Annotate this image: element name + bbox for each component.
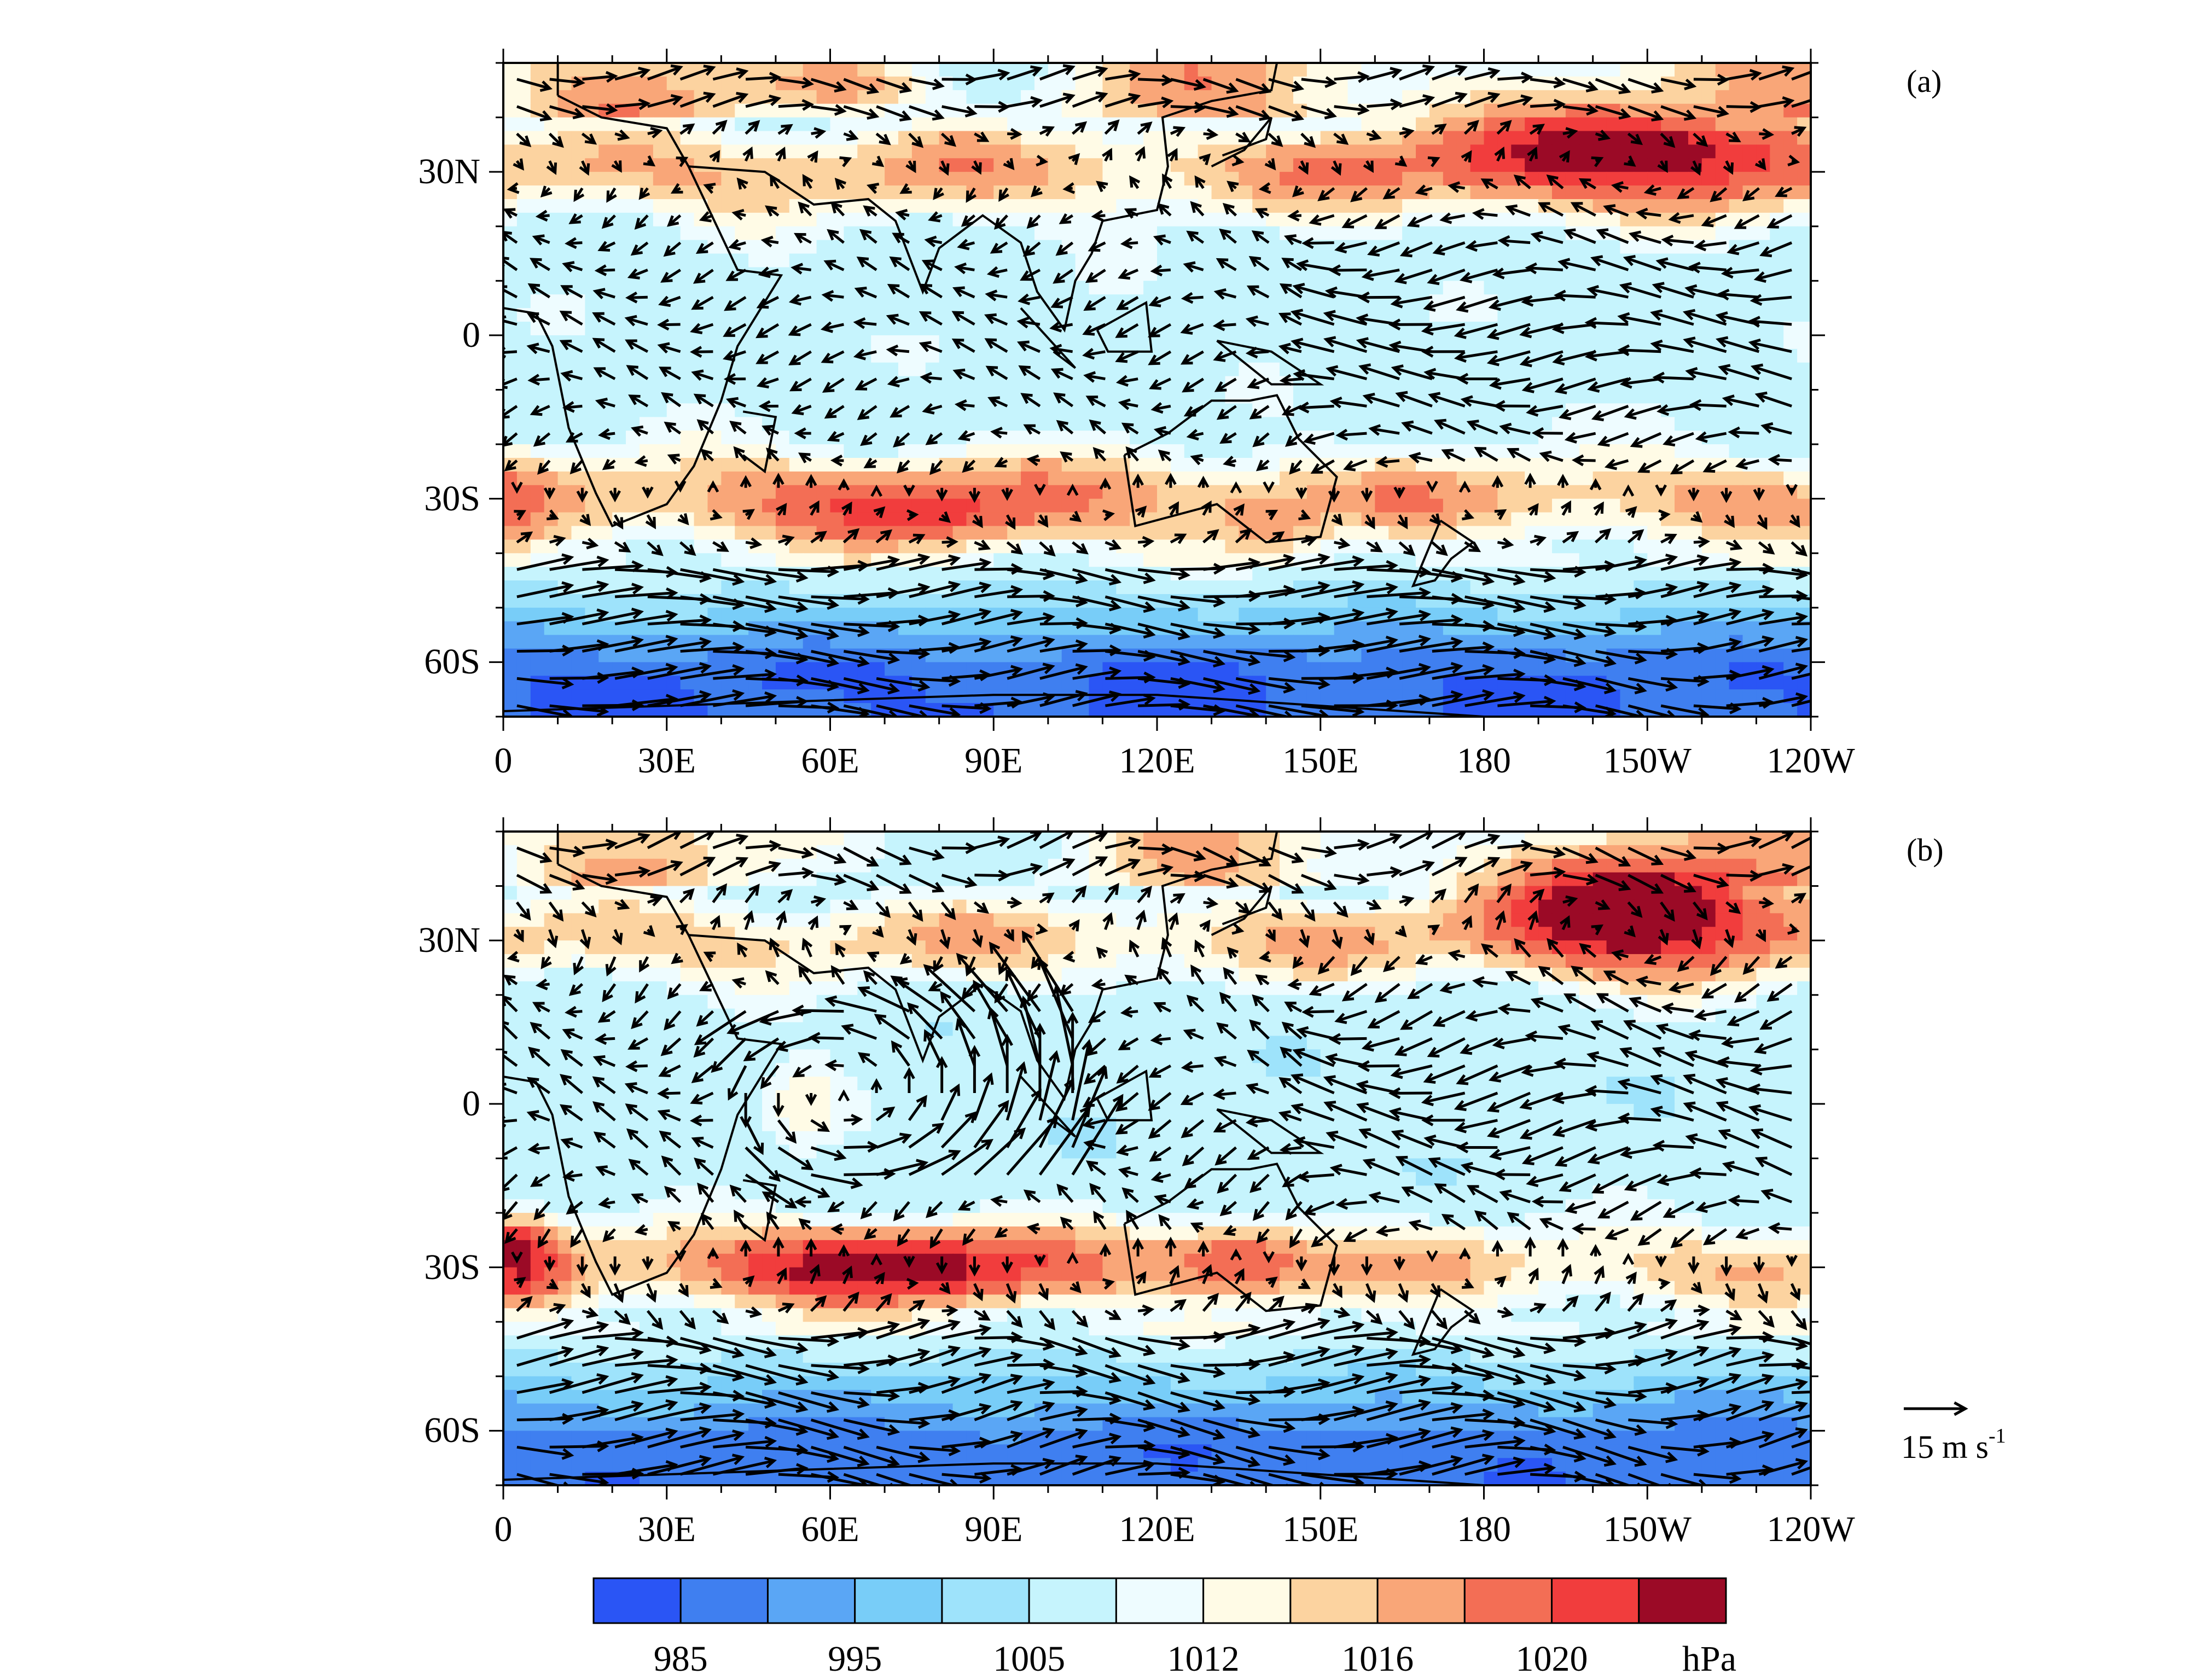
colorbar-box (594, 1578, 681, 1623)
colorbar-box (1639, 1578, 1726, 1623)
colorbar-box (942, 1578, 1029, 1623)
map-panel-b (489, 817, 1840, 1499)
x-tick-label: 120E (1119, 1512, 1195, 1548)
y-tick-label: 60S (424, 644, 480, 680)
y-tick-label: 0 (462, 1086, 480, 1122)
colorbar-box (1204, 1578, 1291, 1623)
colorbar-box (1378, 1578, 1464, 1623)
x-tick-label: 60E (801, 743, 859, 779)
colorbar-box (768, 1578, 855, 1623)
colorbar-box (1552, 1578, 1639, 1623)
x-tick-label: 180 (1457, 743, 1511, 779)
y-tick-label: 30S (424, 1249, 480, 1286)
colorbar-label: 985 (654, 1638, 708, 1680)
colorbar-box (1464, 1578, 1551, 1623)
reference-vector-label: 15 m s-1 (1901, 1424, 2006, 1466)
x-tick-label: 90E (964, 743, 1022, 779)
y-tick-label: 30N (418, 922, 480, 958)
colorbar-label: 1012 (1167, 1638, 1240, 1680)
colorbar-label: 1016 (1341, 1638, 1414, 1680)
colorbar-label: 1020 (1516, 1638, 1588, 1680)
reference-vector-text: 15 m s (1901, 1429, 1989, 1465)
colorbar-label: 995 (828, 1638, 882, 1680)
colorbar-box (681, 1578, 768, 1623)
reference-vector-exponent: -1 (1989, 1425, 2006, 1448)
y-tick-label: 30S (424, 481, 480, 517)
x-tick-label: 150E (1282, 1512, 1358, 1548)
x-tick-label: 90E (964, 1512, 1022, 1548)
colorbar (594, 1578, 1726, 1623)
x-tick-label: 150E (1282, 743, 1358, 779)
x-tick-label: 120E (1119, 743, 1195, 779)
colorbar-label: 1005 (993, 1638, 1065, 1680)
colorbar-box (1116, 1578, 1203, 1623)
colorbar-unit: hPa (1682, 1638, 1736, 1680)
map-panel-a (489, 49, 1840, 731)
x-tick-label: 0 (495, 1512, 513, 1548)
x-tick-label: 150W (1603, 1512, 1692, 1548)
pressure-field (503, 63, 1811, 717)
colorbar-box (1291, 1578, 1378, 1623)
x-tick-label: 180 (1457, 1512, 1511, 1548)
x-tick-label: 150W (1603, 743, 1692, 779)
x-tick-label: 30E (638, 1512, 696, 1548)
colorbar-box (855, 1578, 942, 1623)
y-tick-label: 30N (418, 154, 480, 190)
x-tick-label: 30E (638, 743, 696, 779)
x-tick-label: 120W (1766, 743, 1855, 779)
panel-tag: (a) (1907, 63, 1942, 100)
x-tick-label: 0 (495, 743, 513, 779)
colorbar-box (1029, 1578, 1116, 1623)
y-tick-label: 0 (462, 317, 480, 353)
y-tick-label: 60S (424, 1412, 480, 1449)
x-tick-label: 120W (1766, 1512, 1855, 1548)
panel-tag: (b) (1907, 832, 1944, 868)
reference-vector-arrow (1904, 1403, 1966, 1415)
x-tick-label: 60E (801, 1512, 859, 1548)
